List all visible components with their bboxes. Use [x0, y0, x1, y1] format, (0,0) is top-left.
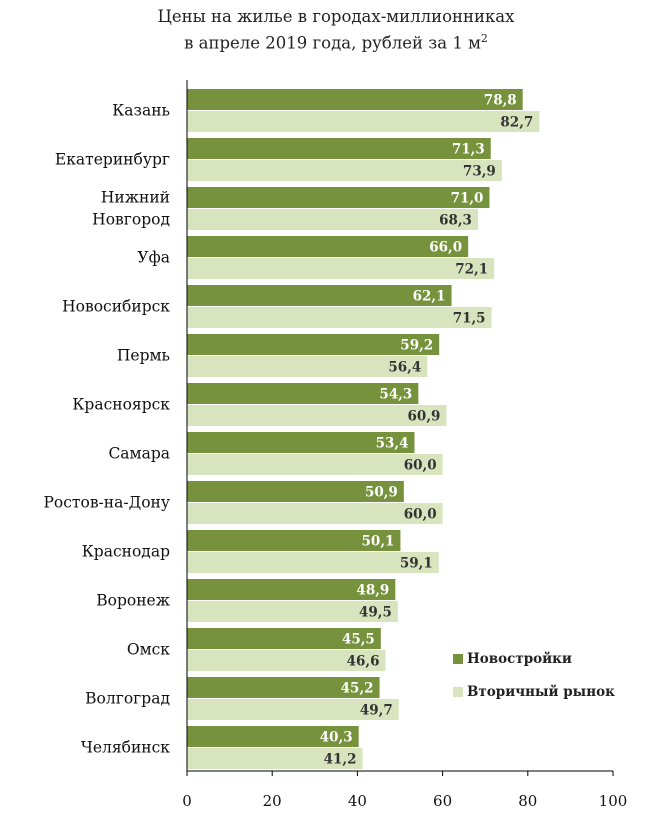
- bar: [187, 601, 398, 622]
- bar: [187, 356, 428, 377]
- bar: [187, 432, 415, 453]
- legend-swatch: [453, 687, 463, 697]
- bar: [187, 187, 490, 208]
- chart-title: Цены на жилье в городах-миллионниках в а…: [0, 6, 672, 55]
- bar: [187, 726, 359, 747]
- chart-title-superscript: 2: [480, 32, 488, 45]
- category-label: Самара: [108, 445, 170, 463]
- x-tick-label: 60: [433, 792, 452, 810]
- bar: [187, 628, 381, 649]
- bar: [187, 552, 439, 573]
- x-tick-label: 40: [348, 792, 367, 810]
- data-label: 62,1: [413, 289, 446, 305]
- bar: [187, 579, 396, 600]
- bar: [187, 258, 495, 279]
- data-label: 48,9: [356, 583, 389, 599]
- data-label: 50,1: [362, 534, 395, 550]
- bar: [187, 503, 443, 524]
- bar: [187, 530, 401, 551]
- bar: [187, 138, 491, 159]
- data-label: 53,4: [376, 436, 409, 452]
- legend-swatch: [453, 654, 463, 664]
- data-label: 60,0: [404, 458, 437, 474]
- data-label: 60,0: [404, 507, 437, 523]
- data-label: 54,3: [379, 387, 412, 403]
- data-label: 59,2: [400, 338, 433, 354]
- data-label: 66,0: [429, 240, 462, 256]
- chart-title-line-2-text: в апреле 2019 года, рублей за 1 м: [184, 33, 481, 53]
- category-label: Пермь: [117, 347, 170, 365]
- data-label: 45,2: [341, 681, 374, 697]
- bar: [187, 307, 492, 328]
- data-label: 78,8: [484, 93, 517, 109]
- bar: [187, 481, 404, 502]
- data-label: 60,9: [408, 409, 441, 425]
- bar: [187, 209, 478, 230]
- data-label: 49,7: [360, 703, 393, 719]
- data-label: 82,7: [500, 115, 533, 131]
- legend-label: Вторичный рынок: [467, 684, 615, 700]
- category-label: Красноярск: [72, 396, 170, 414]
- category-label: Уфа: [137, 249, 170, 267]
- bar: [187, 334, 440, 355]
- data-label: 72,1: [455, 262, 488, 278]
- category-label: Новосибирск: [62, 298, 170, 316]
- category-label: Ростов-на-Дону: [43, 494, 170, 512]
- bar: [187, 650, 386, 671]
- x-tick-label: 0: [182, 792, 192, 810]
- data-label: 71,0: [451, 191, 484, 207]
- data-label: 59,1: [400, 556, 433, 572]
- chart-title-line-1: Цены на жилье в городах-миллионниках: [157, 7, 515, 26]
- bar: [187, 383, 419, 404]
- category-label: Екатеринбург: [55, 151, 170, 169]
- x-tick-label: 20: [263, 792, 282, 810]
- category-label: Омск: [127, 641, 170, 659]
- data-label: 71,5: [453, 311, 486, 327]
- bar: [187, 405, 447, 426]
- bar: [187, 236, 469, 257]
- x-tick-label: 100: [599, 792, 628, 810]
- legend-label: Новостройки: [467, 651, 572, 667]
- data-label: 49,5: [359, 605, 392, 621]
- data-label: 73,9: [463, 164, 496, 180]
- data-label: 46,6: [347, 654, 380, 670]
- bar: [187, 285, 452, 306]
- data-label: 40,3: [320, 730, 353, 746]
- data-label: 41,2: [324, 752, 357, 768]
- bar: [187, 454, 443, 475]
- category-label: Волгоград: [85, 690, 170, 708]
- chart-title-line-2: в апреле 2019 года, рублей за 1 м2: [0, 28, 672, 55]
- category-label: Нижний: [101, 189, 170, 207]
- category-label: Челябинск: [81, 739, 170, 757]
- category-label: Воронеж: [96, 592, 170, 610]
- bar: [187, 111, 540, 132]
- data-label: 71,3: [452, 142, 485, 158]
- bar: [187, 699, 399, 720]
- bar: [187, 677, 380, 698]
- data-label: 56,4: [388, 360, 421, 376]
- data-label: 45,5: [342, 632, 375, 648]
- data-label: 68,3: [439, 213, 472, 229]
- x-tick-label: 80: [518, 792, 537, 810]
- bar: [187, 748, 363, 769]
- category-label: Краснодар: [82, 543, 170, 561]
- bar: [187, 89, 523, 110]
- category-label: Новгород: [92, 211, 170, 229]
- bar: [187, 160, 502, 181]
- data-label: 50,9: [365, 485, 398, 501]
- category-label: Казань: [112, 102, 170, 120]
